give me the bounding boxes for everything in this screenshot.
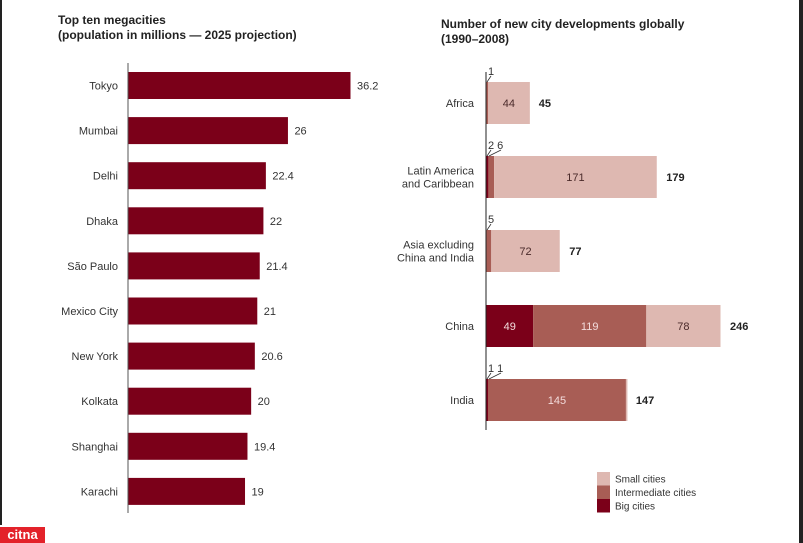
callout-leader-line xyxy=(486,223,492,231)
megacity-bar xyxy=(128,162,266,190)
development-category-label: and Caribbean xyxy=(402,179,474,191)
frame-left-border xyxy=(0,0,2,525)
small-value-callout: 5 xyxy=(488,214,494,226)
megacity-category-label: Delhi xyxy=(93,171,118,183)
small-value-callout: 1 xyxy=(488,66,494,78)
megacity-value-label: 21.4 xyxy=(266,261,287,273)
development-total-label: 246 xyxy=(730,321,748,333)
megacity-bar xyxy=(128,342,255,370)
developments-chart-title: Number of new city developments globally… xyxy=(441,17,684,47)
development-bar-big xyxy=(486,156,489,198)
megacities-chart: Tokyo 36.2 Mumbai 26 Delhi 22.4 Dhaka 22 São Pau… xyxy=(61,63,378,513)
development-total-label: 45 xyxy=(539,98,551,110)
development-bar-intermediate xyxy=(488,379,626,421)
callout-leader-line xyxy=(486,149,492,157)
development-segment-label: 44 xyxy=(503,98,515,110)
frame-right-border xyxy=(799,0,803,543)
citna-logo: citna xyxy=(0,527,45,543)
megacity-bar xyxy=(128,72,351,99)
megacity-category-label: Tokyo xyxy=(89,81,118,93)
megacity-category-label: Mexico City xyxy=(61,306,118,318)
development-bar-small xyxy=(646,305,721,347)
megacity-category-label: New York xyxy=(72,351,119,363)
developments-title-line-2: (1990–2008) xyxy=(441,32,510,46)
megacity-value-label: 21 xyxy=(264,306,276,318)
megacity-bar xyxy=(128,387,252,415)
development-bar-small xyxy=(488,82,530,124)
development-bar-big xyxy=(486,379,488,421)
megacity-bar xyxy=(128,252,260,280)
megacity-category-label: Dhaka xyxy=(86,216,119,228)
development-bar-small xyxy=(625,379,628,421)
development-category-label: Latin America xyxy=(407,166,475,178)
legend-swatch-big xyxy=(597,499,610,513)
megacities-title-line-1: Top ten megacities xyxy=(58,13,166,27)
legend-label-intermediate: Intermediate cities xyxy=(615,488,696,499)
legend-swatch-intermediate xyxy=(597,485,610,499)
development-segment-label: 78 xyxy=(677,321,689,333)
megacities-chart-title: Top ten megacities (population in millio… xyxy=(58,13,297,43)
development-bar-small xyxy=(494,156,657,198)
development-segment-label: 145 xyxy=(548,395,566,407)
development-category-label: Africa xyxy=(446,98,475,110)
development-category-label: China xyxy=(445,321,475,333)
legend-label-small: Small cities xyxy=(615,475,666,486)
development-category-label: India xyxy=(450,395,475,407)
development-bar-small xyxy=(491,230,560,272)
developments-title-line-1: Number of new city developments globally xyxy=(441,17,685,31)
callout-leader-line xyxy=(486,75,492,83)
megacities-title-line-2: (population in millions — 2025 projectio… xyxy=(58,28,297,42)
development-category-label: China and India xyxy=(397,253,475,265)
megacity-value-label: 20.6 xyxy=(261,351,282,363)
development-segment-label: 171 xyxy=(566,172,584,184)
megacity-category-label: Shanghai xyxy=(72,441,119,453)
megacity-value-label: 26 xyxy=(294,126,306,138)
megacity-value-label: 36.2 xyxy=(357,81,378,93)
development-bar-intermediate xyxy=(533,305,647,347)
megacity-category-label: Kolkata xyxy=(81,396,119,408)
development-category-label: Asia excluding xyxy=(403,240,474,252)
megacity-bar xyxy=(128,117,288,145)
callout-leader-line xyxy=(488,372,502,380)
development-segment-label: 49 xyxy=(504,321,516,333)
megacity-value-label: 20 xyxy=(258,396,270,408)
development-bar-big xyxy=(486,305,534,347)
development-total-label: 77 xyxy=(569,246,581,258)
megacity-bar xyxy=(128,297,258,325)
small-value-callout: 2 6 xyxy=(488,140,503,152)
development-total-label: 147 xyxy=(636,395,654,407)
megacity-category-label: Mumbai xyxy=(79,126,118,138)
legend-label-big: Big cities xyxy=(615,502,655,513)
megacity-value-label: 19 xyxy=(252,486,264,498)
megacity-category-label: São Paulo xyxy=(67,261,118,273)
development-total-label: 179 xyxy=(666,172,684,184)
small-value-callout: 1 1 xyxy=(488,363,503,375)
megacity-category-label: Karachi xyxy=(81,486,118,498)
megacity-value-label: 19.4 xyxy=(254,441,275,453)
megacity-bar xyxy=(128,477,246,505)
megacity-bar xyxy=(128,432,248,460)
megacity-value-label: 22.4 xyxy=(272,171,293,183)
megacity-value-label: 22 xyxy=(270,216,282,228)
development-segment-label: 72 xyxy=(519,246,531,258)
legend-swatch-small xyxy=(597,472,610,486)
megacity-bar xyxy=(128,207,264,235)
development-bar-intermediate xyxy=(486,82,488,124)
development-segment-label: 119 xyxy=(581,321,599,333)
development-bar-intermediate xyxy=(488,156,495,198)
callout-leader-line xyxy=(486,372,492,380)
development-bar-intermediate xyxy=(486,230,492,272)
callout-leader-line xyxy=(488,149,502,157)
